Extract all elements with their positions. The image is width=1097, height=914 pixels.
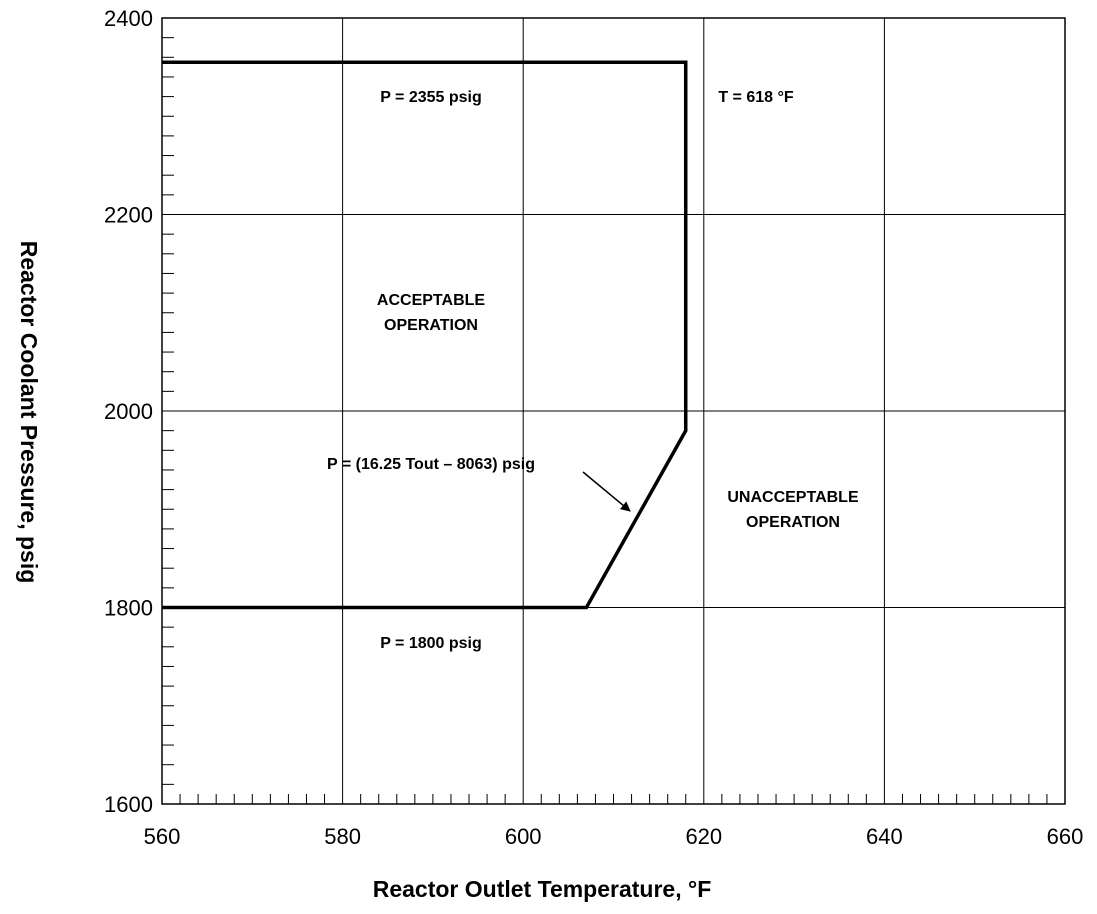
x-tick-label: 600 (505, 824, 542, 849)
tick-labels: 560 580 600 620 640 660 1600 1800 2000 2200 2400 (104, 6, 1083, 849)
operating-limit-boundary (162, 60, 688, 610)
unacceptable-region-label-line2: OPERATION (746, 514, 840, 531)
lower-pressure-limit-label: P = 1800 psig (380, 635, 482, 652)
y-tick-label: 1800 (104, 596, 153, 621)
y-tick-label: 2200 (104, 203, 153, 228)
y-axis-title: Reactor Coolant Pressure, psig (16, 241, 42, 584)
acceptable-region-label-line2: OPERATION (384, 317, 478, 334)
x-tick-label: 620 (685, 824, 722, 849)
unacceptable-region-label-line1: UNACCEPTABLE (727, 489, 859, 506)
x-tick-label: 640 (866, 824, 903, 849)
temperature-limit-label: T = 618 °F (718, 89, 794, 106)
minor-ticks (162, 37, 1048, 804)
pressure-equation-label: P = (16.25 Tout – 8063) psig (327, 456, 535, 473)
y-tick-label: 1600 (104, 792, 153, 817)
acceptable-region-label-line1: ACCEPTABLE (377, 292, 485, 309)
x-tick-label: 580 (324, 824, 361, 849)
y-tick-label: 2400 (104, 6, 153, 31)
x-axis-title: Reactor Outlet Temperature, °F (373, 876, 712, 902)
plot-border (161, 17, 1066, 805)
equation-pointer-arrow (582, 471, 631, 512)
x-tick-label: 560 (144, 824, 181, 849)
x-tick-label: 660 (1047, 824, 1084, 849)
y-tick-label: 2000 (104, 399, 153, 424)
upper-pressure-limit-label: P = 2355 psig (380, 89, 482, 106)
plot-frame (161, 17, 1066, 805)
boundary-line (162, 60, 688, 610)
grid-layer (161, 17, 1066, 805)
